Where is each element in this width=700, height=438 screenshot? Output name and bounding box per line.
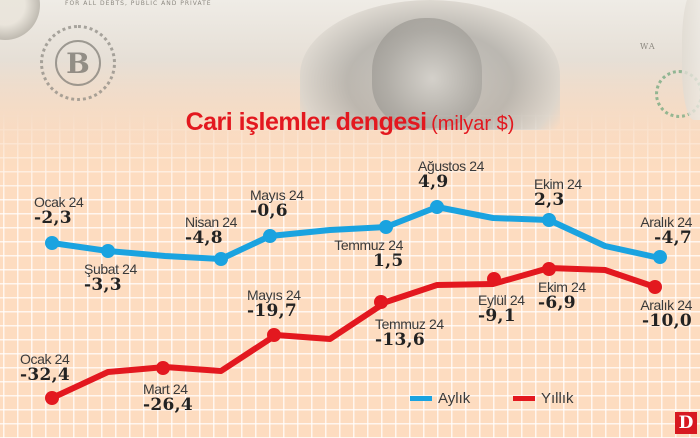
label-month: Ekim 24 — [538, 279, 586, 295]
label-value: -10,0 — [642, 311, 692, 331]
legend-label-annual: Yıllık — [541, 390, 574, 407]
label-annual-mayis: Mayıs 24 -19,7 — [247, 288, 301, 320]
label-value: -26,4 — [143, 395, 193, 415]
legend-swatch-annual — [513, 396, 535, 401]
marker-annual-temmuz — [374, 295, 388, 309]
label-monthly-ocak: Ocak 24 -2,3 — [34, 194, 84, 228]
label-annual-ocak: Ocak 24 -32,4 — [20, 352, 70, 384]
label-annual-ekim: Ekim 24 -6,9 — [538, 280, 586, 312]
annual-line — [49, 265, 658, 401]
annual-markers — [45, 262, 662, 405]
marker-annual-mart — [156, 361, 170, 375]
label-month: Temmuz 24 — [334, 237, 403, 253]
label-value: 1,5 — [373, 251, 404, 271]
legend-label-monthly: Aylık — [438, 390, 471, 407]
label-month: Mayıs 24 — [247, 287, 301, 303]
marker-monthly-agustos — [430, 200, 444, 214]
label-month: Eylül 24 — [478, 292, 525, 308]
title-unit: (milyar $) — [431, 113, 515, 135]
label-monthly-nisan: Nisan 24 -4,8 — [185, 215, 237, 247]
title-main: Cari işlemler dengesi — [185, 108, 428, 136]
label-month: Ekim 24 — [534, 176, 582, 192]
label-month: Nisan 24 — [185, 214, 238, 230]
label-value: 2,3 — [534, 190, 565, 210]
label-value: -4,7 — [654, 228, 692, 248]
label-month: Ağustos 24 — [418, 158, 485, 174]
label-value: -32,4 — [20, 365, 70, 385]
label-annual-temmuz: Temmuz 24 -13,6 — [375, 317, 444, 349]
marker-monthly-ekim — [542, 213, 556, 227]
label-value: -9,1 — [478, 306, 516, 326]
label-value: -13,6 — [375, 330, 425, 350]
marker-monthly-subat — [101, 244, 115, 258]
label-monthly-temmuz: Temmuz 24 1,5 — [325, 238, 403, 270]
marker-annual-aralik — [648, 280, 662, 294]
label-monthly-aralik: Aralık 24 -4,7 — [612, 215, 692, 247]
label-month: Aralık 24 — [640, 214, 692, 230]
marker-annual-eylul — [487, 272, 501, 286]
label-annual-eylul: Eylül 24 -9,1 — [478, 293, 525, 325]
label-monthly-subat: Şubat 24 -3,3 — [84, 262, 137, 294]
label-month: Mart 24 — [143, 381, 188, 397]
label-value: -2,3 — [34, 208, 72, 228]
label-value: -19,7 — [247, 301, 297, 321]
label-month: Mayıs 24 — [250, 187, 304, 203]
label-month: Aralık 24 — [640, 297, 692, 313]
label-value: -3,3 — [84, 275, 122, 295]
label-annual-mart: Mart 24 -26,4 — [143, 382, 193, 414]
marker-monthly-mayis — [263, 229, 277, 243]
label-value: -0,6 — [250, 201, 288, 221]
marker-monthly-ocak — [45, 236, 59, 250]
legend-monthly: Aylık — [410, 390, 470, 407]
label-monthly-agustos: Ağustos 24 4,9 — [418, 159, 484, 191]
label-monthly-mayis: Mayıs 24 -0,6 — [250, 188, 304, 220]
label-value: 4,9 — [418, 172, 449, 192]
publisher-logo-icon: D — [675, 412, 697, 434]
label-month: Ocak 24 — [20, 351, 70, 367]
monthly-markers — [45, 200, 667, 266]
label-monthly-ekim: Ekim 24 2,3 — [534, 177, 582, 209]
marker-monthly-aralik — [653, 250, 667, 264]
legend-swatch-monthly — [410, 396, 432, 401]
marker-annual-ekim — [542, 262, 556, 276]
legend-annual: Yıllık — [513, 390, 574, 407]
chart-title: Cari işlemler dengesi (milyar $) — [0, 108, 700, 137]
monthly-line — [49, 204, 658, 262]
marker-monthly-temmuz — [379, 220, 393, 234]
marker-annual-mayis — [267, 328, 281, 342]
label-value: -6,9 — [538, 293, 576, 313]
label-month: Temmuz 24 — [375, 316, 444, 332]
marker-monthly-nisan — [214, 252, 228, 266]
label-annual-aralik: Aralık 24 -10,0 — [610, 298, 692, 330]
label-month: Ocak 24 — [34, 194, 84, 210]
label-value: -4,8 — [185, 228, 223, 248]
label-month: Şubat 24 — [84, 261, 137, 277]
marker-annual-ocak — [45, 391, 59, 405]
